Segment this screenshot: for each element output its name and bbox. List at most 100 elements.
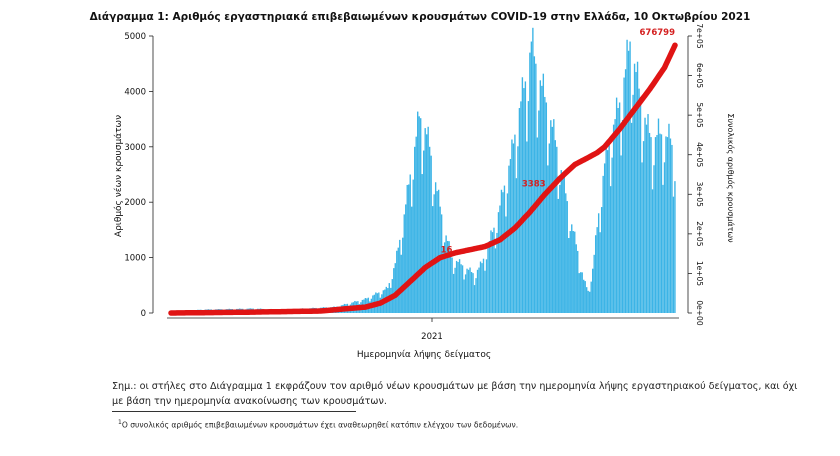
bar xyxy=(442,247,444,313)
bar xyxy=(629,41,631,313)
bar xyxy=(566,201,568,313)
bar xyxy=(594,235,597,313)
bar xyxy=(488,240,491,313)
annotations: 676799 3383 16 xyxy=(441,28,675,255)
bar xyxy=(397,247,399,313)
bar xyxy=(569,231,571,313)
x-axis: 2021 xyxy=(167,317,679,342)
bar xyxy=(415,136,417,313)
bar xyxy=(499,205,501,313)
bar xyxy=(665,136,667,313)
bar xyxy=(584,281,586,313)
bar xyxy=(472,273,474,313)
bar xyxy=(626,39,628,314)
bar xyxy=(527,101,530,313)
bar xyxy=(545,102,548,313)
bar xyxy=(624,69,627,314)
bar xyxy=(612,124,615,313)
chart-title: Διάγραμμα 1: Αριθμός εργαστηριακά επιβεβ… xyxy=(90,11,751,23)
bar xyxy=(428,146,431,313)
bar xyxy=(666,137,669,313)
bar xyxy=(403,214,405,313)
left-tick-label: 3000 xyxy=(124,143,146,153)
bar xyxy=(451,257,453,313)
bar xyxy=(568,238,570,313)
bar xyxy=(639,96,642,313)
annotation-label: 676799 xyxy=(640,28,676,38)
bar xyxy=(511,139,513,313)
bar xyxy=(606,150,609,313)
bar xyxy=(621,119,624,314)
bar xyxy=(636,61,639,314)
bar xyxy=(402,237,404,313)
bar xyxy=(575,244,577,313)
right-tick-label: 5e+05 xyxy=(695,103,704,128)
bar xyxy=(524,81,527,314)
left-axis: 0 1000 2000 3000 4000 5000 xyxy=(124,32,154,319)
bar xyxy=(493,227,495,313)
bar xyxy=(455,260,458,313)
bar xyxy=(418,116,420,313)
bar xyxy=(586,287,588,313)
bar xyxy=(433,194,435,313)
bar xyxy=(406,184,408,313)
bar xyxy=(654,137,657,313)
right-tick-label: 4e+05 xyxy=(695,142,704,167)
bar xyxy=(532,27,534,314)
right-tick-label: 0e+00 xyxy=(695,300,704,325)
right-tick-label: 1e+05 xyxy=(695,261,704,286)
bar xyxy=(544,96,546,313)
bar xyxy=(635,72,637,313)
cumulative-line-path xyxy=(168,42,678,316)
bar xyxy=(421,174,423,313)
bar xyxy=(424,128,426,313)
bar xyxy=(574,231,576,313)
bar xyxy=(461,265,464,313)
bar xyxy=(425,134,428,313)
bar xyxy=(533,56,536,314)
bar xyxy=(405,204,407,313)
bar xyxy=(400,254,402,313)
bar xyxy=(411,206,413,313)
bar xyxy=(393,268,395,313)
bar xyxy=(478,267,480,313)
bar xyxy=(608,143,610,313)
bar xyxy=(650,137,652,313)
y2-axis-label: Συνολικός αριθμός κρουσμάτων xyxy=(726,113,736,243)
bar xyxy=(581,272,583,313)
bar xyxy=(602,175,604,313)
bar xyxy=(482,258,485,313)
left-tick-label: 1000 xyxy=(124,254,146,264)
note-line-1: Σημ.: οι στήλες στο Διάγραμμα 1 εκφράζου… xyxy=(112,381,798,392)
bar xyxy=(668,123,670,313)
bar xyxy=(529,52,531,314)
bar xyxy=(599,232,601,313)
bar xyxy=(632,94,634,313)
bar xyxy=(484,270,486,313)
bar xyxy=(509,158,512,313)
bar xyxy=(460,264,462,313)
bar xyxy=(578,273,580,313)
bar xyxy=(592,268,594,313)
bar xyxy=(467,269,470,313)
bar xyxy=(449,252,452,313)
bar xyxy=(550,120,552,314)
bar xyxy=(603,163,606,313)
bar xyxy=(514,134,516,313)
left-tick-label: 4000 xyxy=(124,87,146,97)
bar xyxy=(515,178,518,313)
bar xyxy=(517,146,519,313)
bar xyxy=(563,175,565,313)
bar xyxy=(521,77,524,313)
y-axis-label: Αριθμός νέων κρουσμάτων xyxy=(113,115,124,237)
bar xyxy=(454,267,456,313)
bar xyxy=(583,279,585,313)
bar xyxy=(523,88,525,313)
left-tick-label: 0 xyxy=(141,309,146,319)
bar xyxy=(481,263,483,313)
bar xyxy=(434,182,437,313)
bar xyxy=(562,177,564,313)
bar xyxy=(430,155,432,313)
right-axis: 0e+00 1e+05 2e+05 3e+05 4e+05 5e+05 6e+05 7e+05 xyxy=(687,23,704,326)
